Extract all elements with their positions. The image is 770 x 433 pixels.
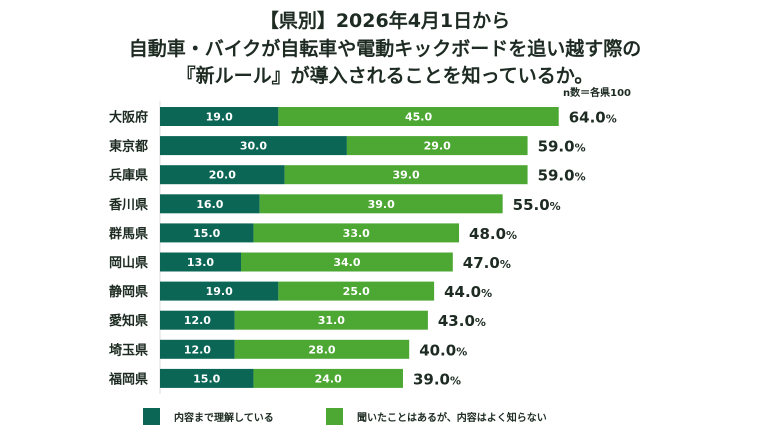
bar-segment-heard <box>278 281 435 301</box>
total-label: 64.0% <box>569 109 617 127</box>
total-label: 48.0% <box>469 225 517 243</box>
bar-segment-heard <box>253 223 460 243</box>
total-value: 47.0 <box>463 254 500 272</box>
bar-segment-heard <box>240 252 453 272</box>
bar-segment-heard <box>234 310 428 330</box>
category-label: 群馬県 <box>109 226 148 242</box>
legend-item-understand: 内容まで理解している <box>143 407 274 425</box>
data-label-heard: 33.0 <box>343 227 370 240</box>
bar-segment-understand <box>160 252 241 272</box>
total-label: 43.0% <box>438 312 486 330</box>
total-value: 48.0 <box>469 225 506 243</box>
data-label-understand: 15.0 <box>193 372 220 385</box>
category-label: 大阪府 <box>109 110 148 126</box>
legend-item-heard: 聞いたことはあるが、内容はよく知らない <box>326 407 547 425</box>
data-label-heard: 34.0 <box>333 256 360 269</box>
data-label-understand: 15.0 <box>193 227 220 240</box>
category-label: 香川県 <box>108 197 148 213</box>
total-value: 59.0 <box>538 138 575 156</box>
data-label-heard: 24.0 <box>315 372 342 385</box>
total-label: 55.0% <box>513 196 561 214</box>
category-label: 福岡県 <box>108 371 148 387</box>
bar-segment-heard <box>284 165 528 185</box>
total-percent-sign: % <box>606 113 617 126</box>
category-label: 東京都 <box>109 139 148 155</box>
data-label-understand: 16.0 <box>196 198 223 211</box>
sample-size-note: n数＝各県100 <box>563 88 631 99</box>
data-label-heard: 39.0 <box>393 169 420 182</box>
total-value: 44.0 <box>444 283 481 301</box>
data-label-understand: 13.0 <box>187 256 214 269</box>
chart-title-line-1: 【県別】2026年4月1日から <box>259 10 511 32</box>
data-label-heard: 25.0 <box>343 285 370 298</box>
total-label: 47.0% <box>463 254 511 272</box>
chart-title-line-3: 『新ルール』が導入されることを知っているか。 <box>176 65 594 87</box>
category-label: 岡山県 <box>109 255 148 271</box>
total-percent-sign: % <box>450 374 461 387</box>
total-value: 43.0 <box>438 312 475 330</box>
bar-segment-understand <box>160 107 279 126</box>
bar-segment-understand <box>160 165 285 185</box>
category-label: 兵庫県 <box>109 168 148 184</box>
total-value: 39.0 <box>413 370 450 388</box>
total-percent-sign: % <box>550 200 561 213</box>
total-percent-sign: % <box>456 345 467 358</box>
data-label-heard: 31.0 <box>318 314 345 327</box>
bar-segment-understand <box>160 223 254 243</box>
chart-title-line-2: 自動車・バイクが自転車や電動キックボードを追い越す際の <box>128 38 642 60</box>
total-percent-sign: % <box>575 142 586 155</box>
legend-label-heard: 聞いたことはあるが、内容はよく知らない <box>357 412 547 424</box>
data-label-heard: 28.0 <box>308 343 335 356</box>
legend-swatch-understand <box>143 407 160 425</box>
bar-segment-heard <box>253 368 403 388</box>
bar-segment-heard <box>346 136 528 156</box>
data-label-understand: 20.0 <box>209 169 236 182</box>
bar-segment-understand <box>160 136 347 156</box>
total-value: 55.0 <box>513 196 550 214</box>
category-label: 埼玉県 <box>109 342 148 358</box>
total-percent-sign: % <box>500 258 511 271</box>
total-value: 59.0 <box>538 167 575 185</box>
data-label-heard: 29.0 <box>424 140 451 153</box>
total-label: 59.0% <box>538 167 586 185</box>
total-label: 39.0% <box>413 370 461 388</box>
data-label-understand: 19.0 <box>206 285 233 298</box>
legend-swatch-heard <box>326 407 343 425</box>
total-percent-sign: % <box>481 287 492 300</box>
total-label: 59.0% <box>538 138 586 156</box>
total-percent-sign: % <box>506 229 517 242</box>
total-percent-sign: % <box>575 171 586 184</box>
legend-label-understand: 内容まで理解している <box>174 412 274 424</box>
bar-segment-understand <box>160 281 279 301</box>
bar-segment-heard <box>278 107 559 126</box>
bar-segment-understand <box>160 339 235 359</box>
data-label-understand: 30.0 <box>240 140 267 153</box>
bar-segment-understand <box>160 194 260 214</box>
category-label: 愛知県 <box>109 313 148 329</box>
data-label-understand: 12.0 <box>184 314 211 327</box>
total-percent-sign: % <box>475 316 486 329</box>
category-label: 静岡県 <box>109 284 148 300</box>
bar-segment-heard <box>234 339 410 359</box>
data-label-heard: 39.0 <box>368 198 395 211</box>
bar-segment-heard <box>259 194 503 214</box>
total-value: 40.0 <box>419 341 456 359</box>
total-label: 40.0% <box>419 341 467 359</box>
data-label-understand: 19.0 <box>206 111 233 124</box>
total-value: 64.0 <box>569 109 606 127</box>
data-label-heard: 45.0 <box>405 111 432 124</box>
bar-segment-understand <box>160 368 254 388</box>
bar-segment-understand <box>160 310 235 330</box>
data-label-understand: 12.0 <box>184 343 211 356</box>
total-label: 44.0% <box>444 283 492 301</box>
